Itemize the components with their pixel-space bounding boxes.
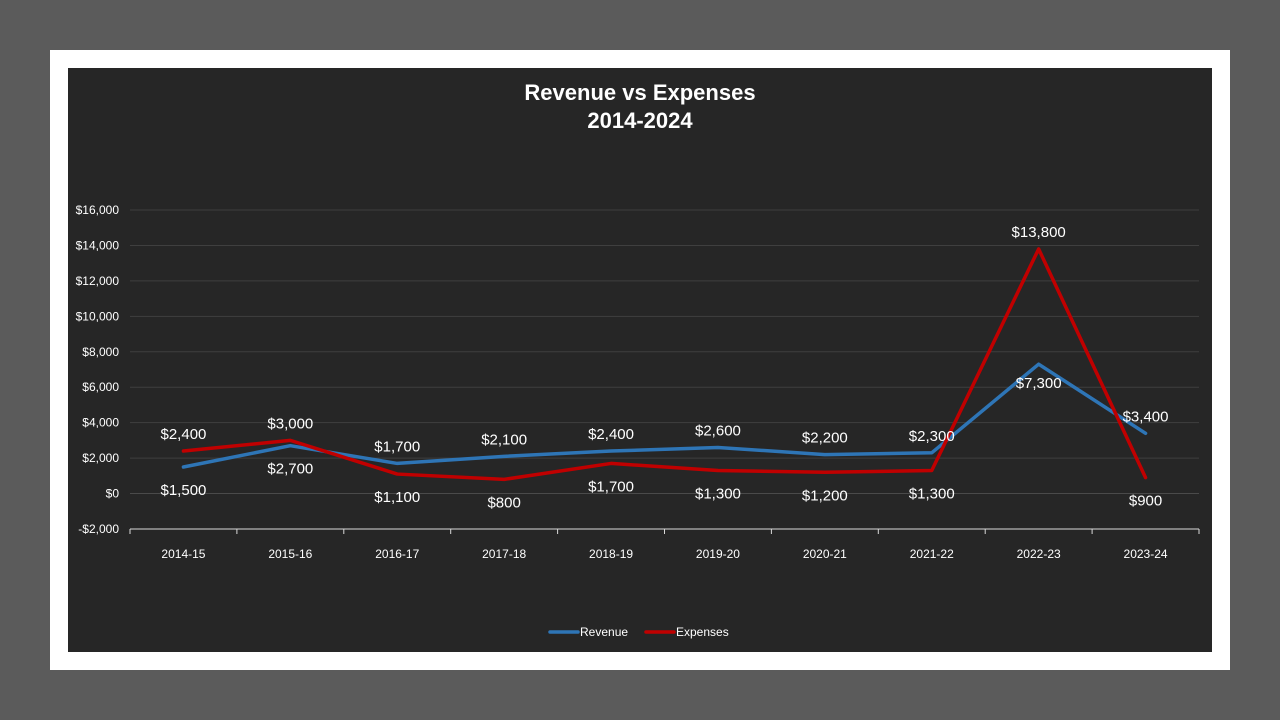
expenses-data-label: $800 xyxy=(487,494,520,511)
chart-subtitle: 2014-2024 xyxy=(587,108,693,133)
y-tick-label: $0 xyxy=(106,487,120,501)
chart-title: Revenue vs Expenses xyxy=(524,80,755,105)
expenses-data-label: $1,100 xyxy=(374,489,420,506)
revenue-data-label: $2,600 xyxy=(695,422,741,439)
expenses-data-label: $900 xyxy=(1129,493,1162,510)
x-tick-label: 2019-20 xyxy=(696,547,740,561)
x-tick-label: 2014-15 xyxy=(161,547,205,561)
axes: -$2,000 $0 $2,000 $4,000 $6,000 $8,000 $10,000… xyxy=(76,203,1200,561)
revenue-data-label: $2,700 xyxy=(267,461,313,478)
expenses-data-label: $1,200 xyxy=(802,487,848,504)
x-tick-label: 2020-21 xyxy=(803,547,847,561)
expenses-line xyxy=(181,247,1148,482)
gridlines xyxy=(130,209,1199,495)
revenue-data-label: $1,500 xyxy=(161,482,207,499)
revenue-data-label: $2,400 xyxy=(588,426,634,443)
y-tick-label: $16,000 xyxy=(76,203,120,217)
revenue-data-label: $3,400 xyxy=(1123,408,1169,425)
y-tick-label: $6,000 xyxy=(82,380,119,394)
y-tick-label: $2,000 xyxy=(82,451,119,465)
chart-area: Revenue vs Expenses 2014-2024 -$2,000 $0 $… xyxy=(68,68,1212,652)
y-tick-label: $8,000 xyxy=(82,345,119,359)
x-tick-label: 2023-24 xyxy=(1124,547,1168,561)
revenue-data-label: $2,100 xyxy=(481,431,527,448)
revenue-data-label: $1,700 xyxy=(374,438,420,455)
revenue-data-label: $2,300 xyxy=(909,428,955,445)
revenue-data-label: $7,300 xyxy=(1016,375,1062,392)
line-chart: Revenue vs Expenses 2014-2024 -$2,000 $0 $… xyxy=(76,80,1200,639)
series-lines xyxy=(181,247,1148,482)
y-tick-label: $4,000 xyxy=(82,416,119,430)
expenses-data-label: $13,800 xyxy=(1012,224,1066,241)
expenses-data-label: $1,300 xyxy=(695,486,741,503)
expenses-legend-label: Expenses xyxy=(676,625,729,639)
x-tick-label: 2021-22 xyxy=(910,547,954,561)
x-tick-label: 2018-19 xyxy=(589,547,633,561)
y-tick-label: $10,000 xyxy=(76,309,120,323)
x-tick-label: 2016-17 xyxy=(375,547,419,561)
expenses-data-label: $1,300 xyxy=(909,486,955,503)
expenses-data-label: $1,700 xyxy=(588,478,634,495)
y-tick-label: -$2,000 xyxy=(78,522,119,536)
data-labels: $1,500 $2,400 $2,700 $3,000 $1,700 $1,100 $2,1… xyxy=(161,224,1169,511)
revenue-data-label: $2,200 xyxy=(802,430,848,447)
legend: Revenue Expenses xyxy=(548,625,729,639)
revenue-line xyxy=(181,362,1148,469)
expenses-data-label: $2,400 xyxy=(161,426,207,443)
expenses-data-label: $3,000 xyxy=(267,415,313,432)
x-tick-label: 2015-16 xyxy=(268,547,312,561)
revenue-legend-label: Revenue xyxy=(580,625,628,639)
y-tick-label: $14,000 xyxy=(76,238,120,252)
x-tick-label: 2017-18 xyxy=(482,547,526,561)
x-tick-label: 2022-23 xyxy=(1017,547,1061,561)
y-tick-label: $12,000 xyxy=(76,274,120,288)
